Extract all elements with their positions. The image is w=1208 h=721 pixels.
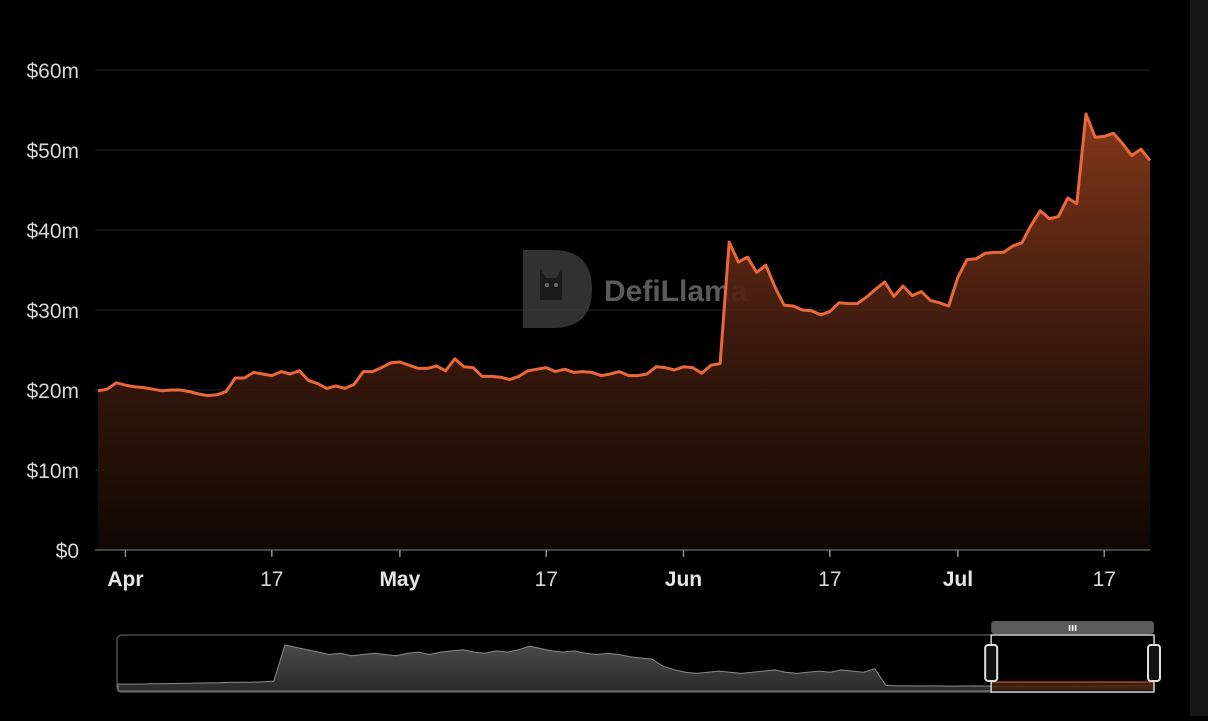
- x-axis: Apr 17 May 17 Jun 17 Jul 17: [95, 549, 1150, 591]
- data-point[interactable]: [879, 276, 891, 288]
- series-line: [97, 112, 1152, 398]
- brush-handle-right[interactable]: [1147, 644, 1161, 682]
- data-point[interactable]: [714, 358, 726, 370]
- range-brush[interactable]: [116, 621, 1161, 693]
- data-point[interactable]: [1135, 143, 1147, 155]
- x-tick-label: 17: [818, 568, 841, 591]
- brush-selection-area: [991, 682, 1154, 690]
- data-point[interactable]: [348, 378, 360, 390]
- x-tick-label: Jul: [943, 568, 973, 591]
- data-point[interactable]: [696, 367, 708, 379]
- area-series: [97, 108, 1156, 550]
- data-point[interactable]: [741, 251, 753, 263]
- y-tick-label: $30m: [26, 300, 79, 323]
- y-tick-label: $10m: [26, 460, 79, 483]
- data-point[interactable]: [888, 290, 900, 302]
- scrollbar-track[interactable]: [1190, 0, 1208, 716]
- data-point[interactable]: [449, 353, 461, 365]
- x-tick-label: Apr: [107, 568, 143, 591]
- data-point[interactable]: [723, 236, 735, 248]
- y-tick-label: $0: [56, 540, 79, 563]
- data-point[interactable]: [1071, 198, 1083, 210]
- data-point[interactable]: [824, 306, 836, 318]
- data-point[interactable]: [1016, 237, 1028, 249]
- llama-logo-icon: [523, 250, 592, 328]
- area-fill: [98, 114, 1150, 550]
- drag-handle-icon[interactable]: [1068, 625, 1077, 631]
- data-point[interactable]: [1053, 210, 1065, 222]
- y-axis: $0 $10m $20m $30m $40m $50m $60m: [26, 60, 79, 563]
- data-point[interactable]: [915, 286, 927, 298]
- data-point[interactable]: [1034, 205, 1046, 217]
- data-point[interactable]: [1144, 154, 1156, 166]
- data-point[interactable]: [769, 281, 781, 293]
- data-point[interactable]: [760, 259, 772, 271]
- data-point[interactable]: [293, 365, 305, 377]
- y-tick-label: $40m: [26, 220, 79, 243]
- x-tick-label: 17: [260, 568, 283, 591]
- data-point[interactable]: [860, 291, 872, 303]
- data-point[interactable]: [943, 300, 955, 312]
- brush-handle-left[interactable]: [984, 644, 999, 682]
- data-point[interactable]: [467, 362, 479, 374]
- x-tick-label: May: [379, 568, 420, 591]
- data-point[interactable]: [1117, 138, 1129, 150]
- data-point[interactable]: [1025, 219, 1037, 231]
- y-tick-label: $60m: [26, 60, 79, 83]
- watermark: DefiLlama: [523, 250, 748, 328]
- x-tick-label: 17: [535, 568, 558, 591]
- data-point[interactable]: [1080, 108, 1092, 120]
- y-tick-label: $50m: [26, 140, 79, 163]
- data-point[interactable]: [220, 386, 232, 398]
- y-tick-label: $20m: [26, 380, 79, 403]
- data-point[interactable]: [952, 271, 964, 283]
- data-point[interactable]: [897, 280, 909, 292]
- x-tick-label: Jun: [665, 568, 702, 591]
- data-point[interactable]: [440, 365, 452, 377]
- data-point[interactable]: [1107, 127, 1119, 139]
- x-tick-label: 17: [1093, 568, 1116, 591]
